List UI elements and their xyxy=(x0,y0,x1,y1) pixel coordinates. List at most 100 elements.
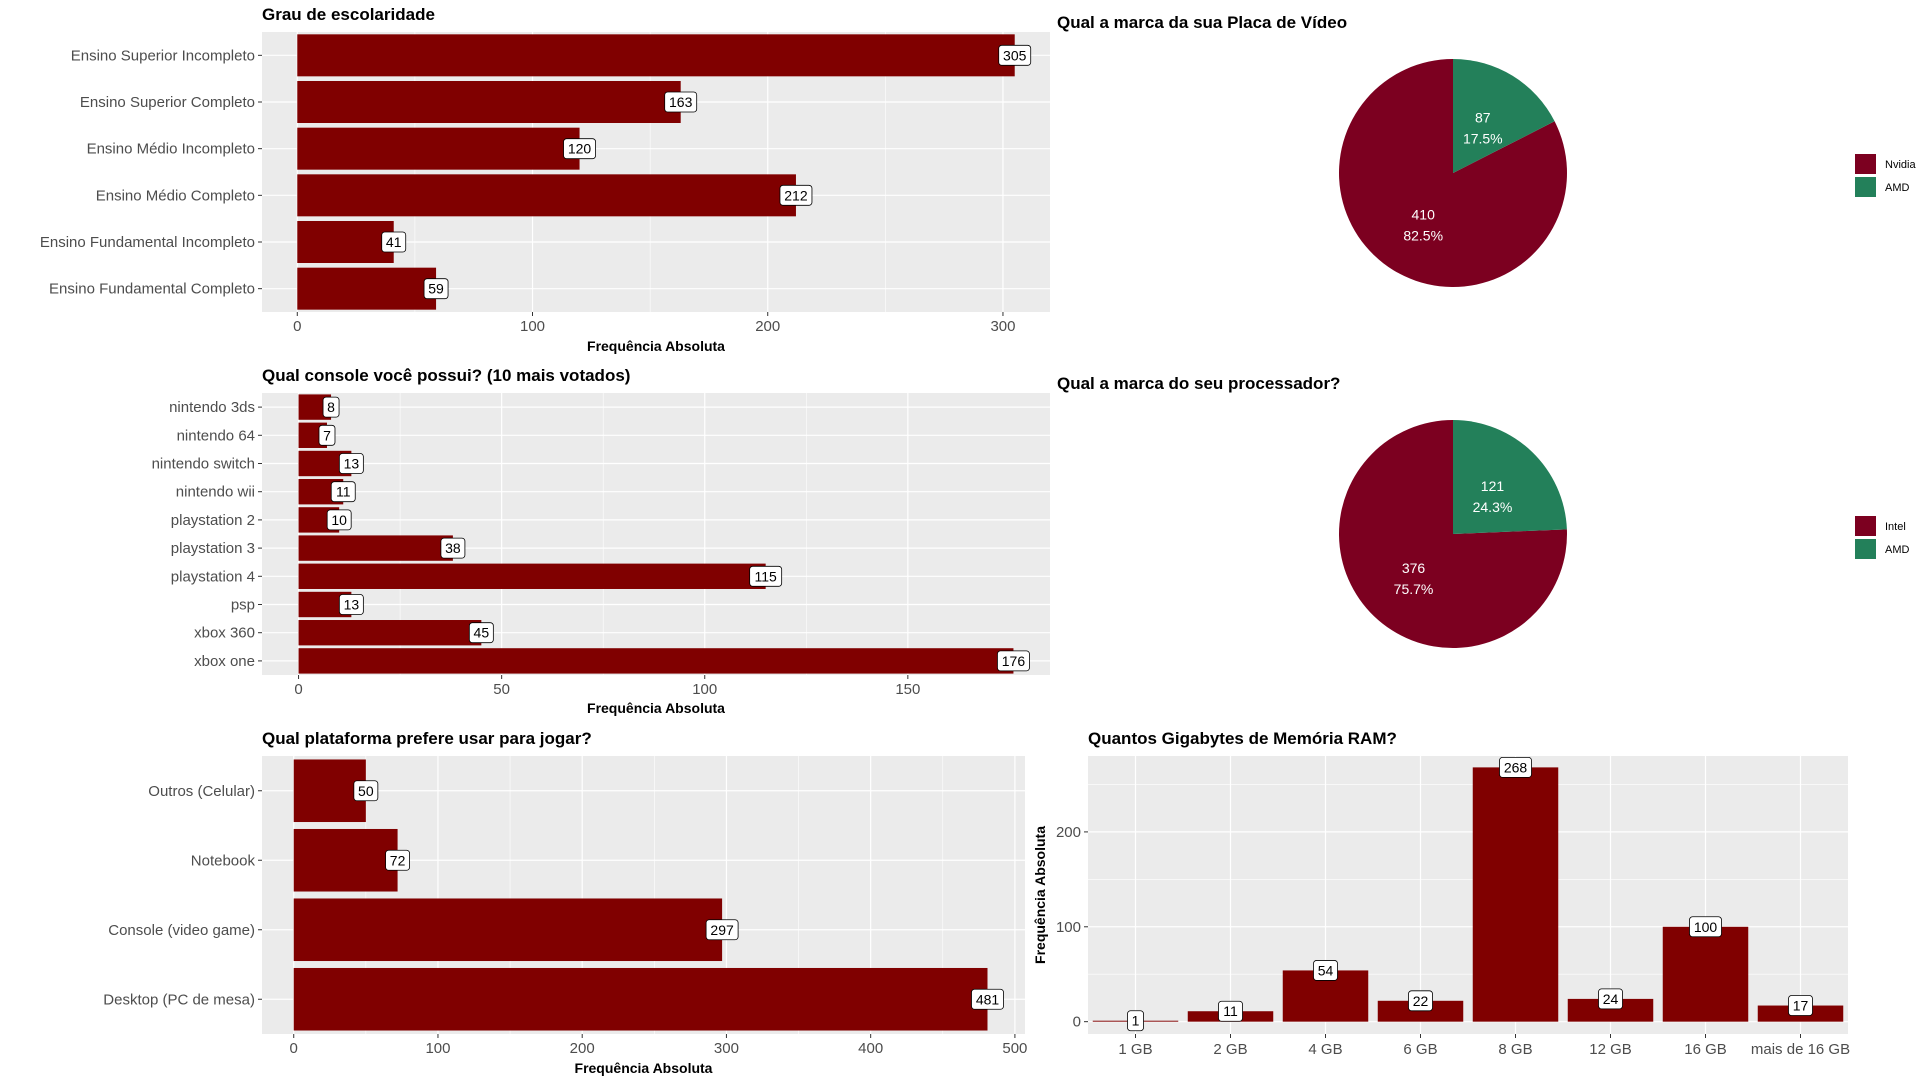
bar xyxy=(297,81,681,123)
data-label-box xyxy=(468,622,494,644)
bar xyxy=(297,127,580,170)
pie-slice xyxy=(1453,420,1567,534)
data-label: 38 xyxy=(445,540,461,556)
x-tick-label: 300 xyxy=(714,1040,739,1057)
data-label-box xyxy=(779,184,813,206)
category-label: 8 GB xyxy=(1498,1041,1532,1058)
category-label: nintendo wii xyxy=(176,484,255,501)
x-tick-label: 0 xyxy=(290,1040,298,1057)
data-label: 7 xyxy=(323,427,331,443)
data-label-box xyxy=(1218,1000,1243,1022)
chart-plataforma: Qual plataforma prefere usar para jogar?… xyxy=(103,729,1027,1076)
category-label: nintendo switch xyxy=(152,456,255,473)
data-label: 50 xyxy=(358,783,374,799)
slice-value-label: 376 xyxy=(1402,560,1426,576)
category-label: 1 GB xyxy=(1118,1041,1152,1058)
bar xyxy=(1662,926,1749,1022)
bar xyxy=(293,967,988,1031)
chart-console: Qual console você possui? (10 mais votad… xyxy=(152,366,1050,716)
legend-label: AMD xyxy=(1885,182,1910,194)
data-label-box xyxy=(440,537,466,559)
data-label-box xyxy=(1313,960,1338,981)
x-tick-label: 50 xyxy=(493,681,510,698)
slice-percent-label: 17.5% xyxy=(1463,130,1503,146)
x-tick-label: 500 xyxy=(1002,1040,1027,1057)
category-label: 6 GB xyxy=(1403,1041,1437,1058)
x-axis-label: Frequência Absoluta xyxy=(587,338,725,354)
data-label-box xyxy=(1689,916,1722,938)
y-tick-label: 100 xyxy=(1056,919,1081,936)
bar xyxy=(298,563,766,589)
data-label: 115 xyxy=(755,568,778,584)
category-label: Ensino Fundamental Completo xyxy=(49,281,255,298)
category-label: Ensino Médio Incompleto xyxy=(87,141,255,158)
y-axis-label: Frequência Absoluta xyxy=(1032,826,1048,964)
bar xyxy=(298,620,482,646)
bar xyxy=(298,648,1014,674)
category-label: Outros (Celular) xyxy=(148,783,255,800)
pie-slice xyxy=(1338,59,1567,287)
data-label-box xyxy=(1408,990,1433,1012)
category-label: Notebook xyxy=(191,852,256,869)
x-axis-label: Frequência Absoluta xyxy=(587,700,725,716)
chart-placa_video: Qual a marca da sua Placa de Vídeo 410 82.… xyxy=(1057,13,1916,287)
x-tick-label: 150 xyxy=(895,681,920,698)
data-label-box xyxy=(997,650,1030,672)
category-label: xbox one xyxy=(194,653,255,670)
category-label: xbox 360 xyxy=(194,625,255,642)
data-label: 45 xyxy=(474,625,490,641)
bar xyxy=(293,898,723,962)
x-axis-label: Frequência Absoluta xyxy=(575,1060,713,1076)
chart-escolaridade: Grau de escolaridade 0 100 200 300 Ensino Sup… xyxy=(40,5,1050,354)
category-label: psp xyxy=(231,597,255,614)
data-label-box xyxy=(338,453,364,474)
x-tick-label: 0 xyxy=(293,318,301,335)
plot-panel xyxy=(262,32,1050,312)
data-label-box xyxy=(749,565,783,587)
chart-title: Quantos Gigabytes de Memória RAM? xyxy=(1088,729,1397,748)
pie-slice xyxy=(1453,59,1555,173)
category-label: Ensino Fundamental Incompleto xyxy=(40,234,255,251)
data-label: 305 xyxy=(1003,47,1027,63)
bar xyxy=(297,267,437,310)
category-label: 12 GB xyxy=(1589,1041,1632,1058)
data-label: 212 xyxy=(784,187,808,203)
legend-label: Intel xyxy=(1885,521,1906,533)
category-label: Console (video game) xyxy=(108,922,255,939)
data-label-box xyxy=(381,231,407,253)
chart-processador: Qual a marca do seu processador? 376 75.7%… xyxy=(1057,374,1910,649)
data-label-box xyxy=(423,278,449,300)
slice-percent-label: 24.3% xyxy=(1473,499,1513,515)
data-label: 176 xyxy=(1002,653,1026,669)
data-label-box xyxy=(326,509,352,531)
data-label-box xyxy=(1598,988,1623,1010)
chart-title: Qual a marca do seu processador? xyxy=(1057,374,1340,393)
legend-label: Nvidia xyxy=(1885,159,1916,171)
legend-key xyxy=(1855,539,1876,559)
data-label-box xyxy=(1127,1010,1144,1032)
chart-title: Qual console você possui? (10 mais votad… xyxy=(262,366,630,385)
x-tick-label: 200 xyxy=(755,318,780,335)
bar xyxy=(293,828,398,892)
data-label-box xyxy=(971,988,1004,1010)
bar xyxy=(298,535,453,561)
x-tick-label: 100 xyxy=(520,318,545,335)
data-label-box xyxy=(1788,995,1813,1016)
data-label: 24 xyxy=(1603,991,1619,1007)
y-tick-label: 0 xyxy=(1073,1014,1081,1031)
data-label: 10 xyxy=(331,512,347,528)
data-label-box xyxy=(664,91,698,113)
x-tick-label: 300 xyxy=(990,318,1015,335)
x-tick-label: 200 xyxy=(570,1040,595,1057)
category-label: playstation 2 xyxy=(171,512,255,529)
data-label: 22 xyxy=(1413,993,1429,1009)
data-label: 41 xyxy=(386,234,402,250)
data-label: 100 xyxy=(1694,919,1718,935)
category-label: 2 GB xyxy=(1213,1041,1247,1058)
data-label: 13 xyxy=(344,456,360,472)
data-label-box xyxy=(563,138,596,160)
category-label: Ensino Superior Completo xyxy=(80,94,255,111)
data-label-box xyxy=(322,396,340,418)
category-label: nintendo 64 xyxy=(177,427,255,444)
category-label: 4 GB xyxy=(1308,1041,1342,1058)
